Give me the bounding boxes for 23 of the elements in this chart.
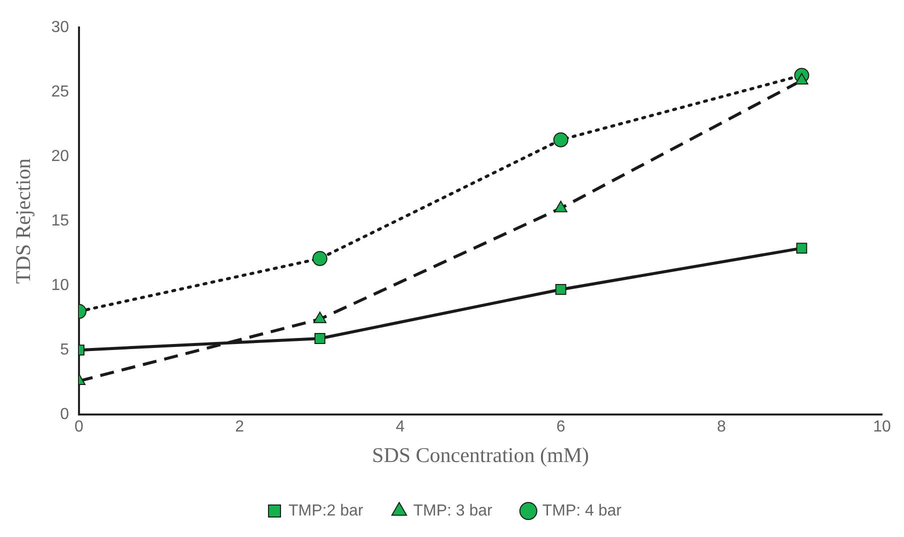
x-tick-label: 10 (873, 418, 891, 436)
x-tick-label: 4 (396, 418, 405, 436)
y-tick-label: 15 (51, 212, 70, 230)
legend-label: TMP: 4 bar (542, 502, 622, 520)
point (312, 251, 328, 266)
x-axis-title: SDS Concentration (mM) (372, 442, 589, 467)
legend-label: TMP: 3 bar (413, 502, 494, 520)
point (553, 132, 568, 148)
y-tick-label: 25 (51, 84, 70, 101)
point (314, 333, 326, 344)
y-tick-label: 5 (60, 342, 70, 359)
point (796, 242, 808, 254)
x-tick-label: 0 (74, 418, 84, 436)
y-axis-title: TDS Rejection (11, 158, 36, 284)
x-tick-label: 8 (716, 418, 726, 436)
x-tick-label: 6 (556, 418, 566, 436)
y-tick-label: 20 (51, 148, 70, 166)
x-tick-label: 2 (235, 418, 244, 436)
y-tick-label: 10 (51, 277, 70, 294)
y-tick-label: 0 (60, 406, 70, 424)
legend-label: TMP:2 bar (288, 502, 364, 520)
y-tick-label: 30 (51, 19, 70, 36)
point (555, 284, 566, 295)
